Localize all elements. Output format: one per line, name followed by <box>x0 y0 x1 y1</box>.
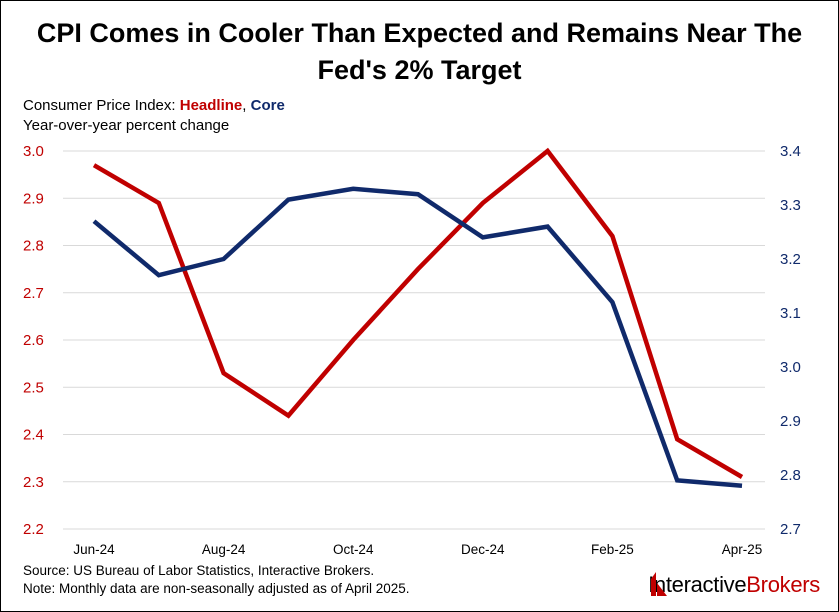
chart-title: CPI Comes in Cooler Than Expected and Re… <box>36 18 803 85</box>
x-tick-label: Apr-25 <box>722 542 763 557</box>
chart-footer: Source: US Bureau of Labor Statistics, I… <box>23 562 410 598</box>
x-tick-label: Oct-24 <box>333 542 374 557</box>
interactive-brokers-logo: Interactive Brokers <box>648 569 820 601</box>
y-right-tick-label: 2.9 <box>780 413 801 430</box>
y-right-tick-label: 3.3 <box>780 197 801 214</box>
y-left-tick-label: 2.8 <box>23 238 44 255</box>
x-tick-label: Aug-24 <box>202 542 246 557</box>
y-right-tick-label: 3.2 <box>780 251 801 268</box>
y-left-tick-label: 2.4 <box>23 427 44 444</box>
y-left-tick-label: 2.9 <box>23 190 44 207</box>
subtitle-prefix: Consumer Price Index: <box>23 97 180 114</box>
y-right-tick-label: 3.0 <box>780 359 801 376</box>
data-note: Note: Monthly data are non-seasonally ad… <box>23 581 410 596</box>
source-note: Source: US Bureau of Labor Statistics, I… <box>23 563 375 578</box>
x-tick-label: Feb-25 <box>591 542 634 557</box>
y-left-tick-label: 2.3 <box>23 474 44 491</box>
y-left-tick-label: 2.6 <box>23 332 44 349</box>
y-left-tick-label: 3.0 <box>23 143 44 160</box>
chart-subtitle: Consumer Price Index: Headline, Core Yea… <box>23 96 285 136</box>
y-left-tick-label: 2.7 <box>23 285 44 302</box>
legend-core: Core <box>250 97 285 114</box>
y-right-tick-label: 2.8 <box>780 467 801 484</box>
x-tick-label: Jun-24 <box>73 542 115 557</box>
y-right-tick-label: 3.4 <box>780 143 801 160</box>
y-right-tick-label: 2.7 <box>780 521 801 538</box>
y-right-tick-label: 3.1 <box>780 305 801 322</box>
series-line-headline <box>92 147 744 479</box>
line-chart: 2.2 2.3 2.4 2.5 2.6 2.7 2.8 2.9 3.0 2.7 2.8 2.9 3.0 3… <box>23 143 801 557</box>
x-tick-label: Dec-24 <box>461 542 505 557</box>
interactive-brokers-logo-icon <box>651 572 668 596</box>
legend-headline: Headline <box>179 97 243 114</box>
subtitle-separator: , <box>242 97 251 114</box>
y-left-tick-label: 2.2 <box>23 521 44 538</box>
subtitle-units: Year-over-year percent change <box>23 117 230 134</box>
y-left-tick-label: 2.5 <box>23 379 44 396</box>
logo-text-brokers: Brokers <box>746 572 820 597</box>
